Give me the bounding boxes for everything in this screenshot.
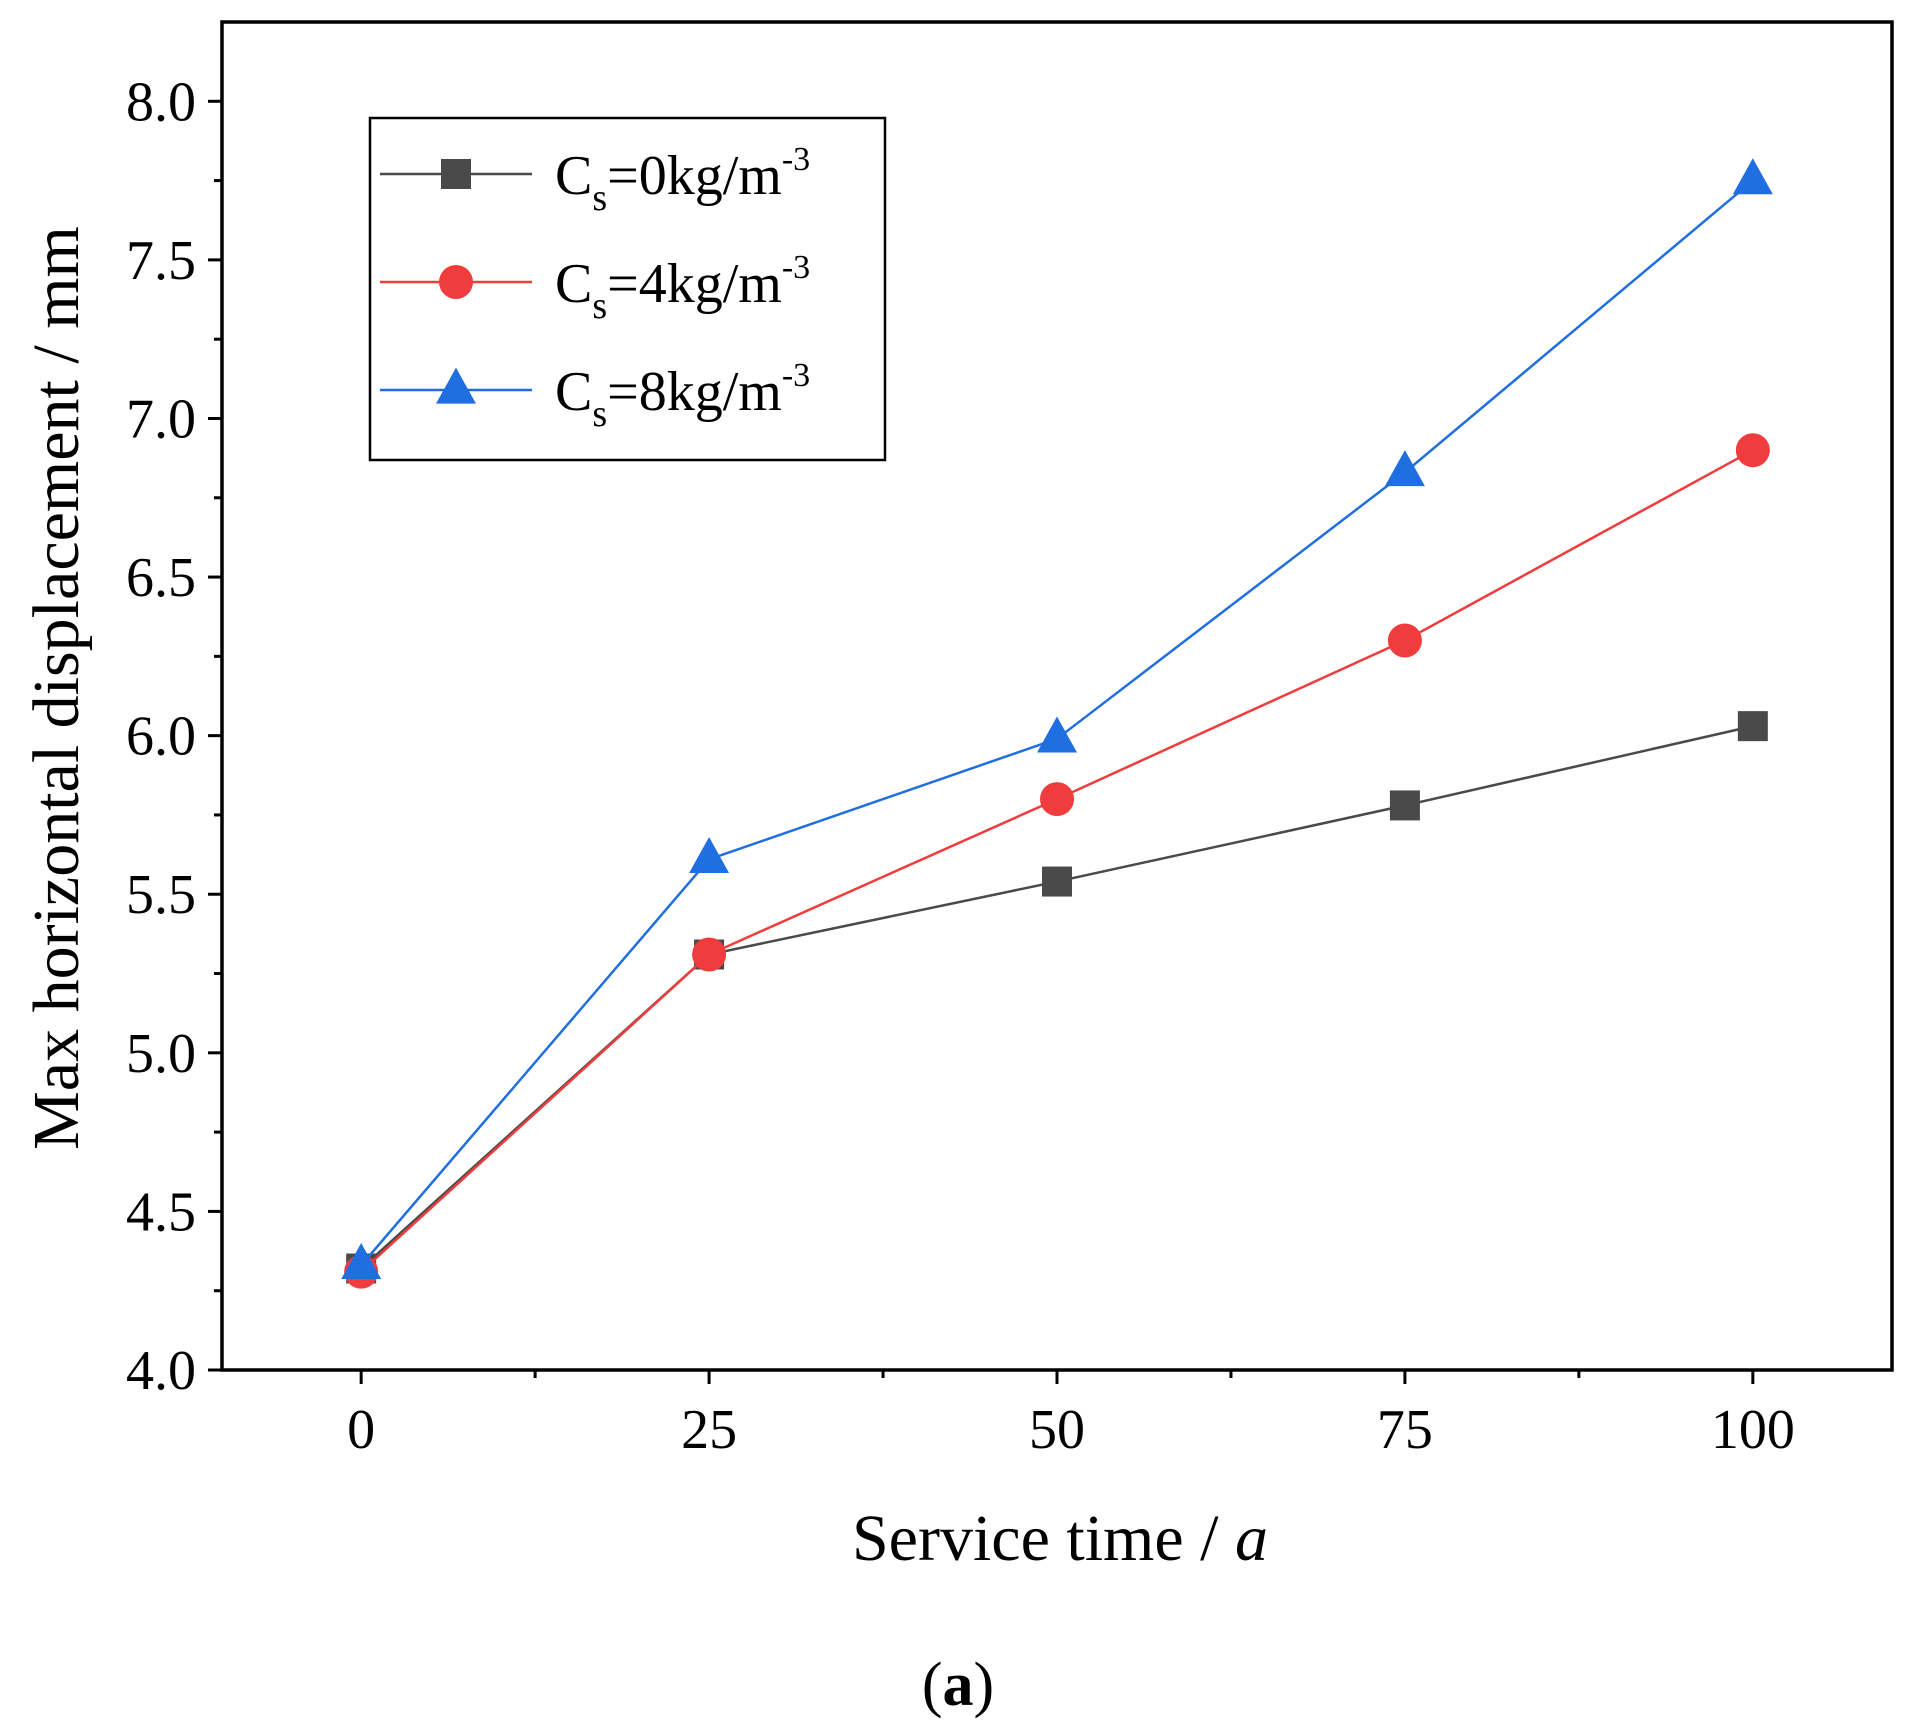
legend-marker (441, 159, 471, 189)
data-point (692, 937, 727, 972)
series-line (360, 449, 1754, 1273)
series-circle (344, 433, 1770, 1289)
data-point (1384, 450, 1425, 487)
legend-label-sub: s (592, 177, 607, 219)
legend-label-sup: -3 (782, 357, 810, 394)
legend-label: Cs=0kg/m-3 (555, 141, 810, 219)
y-tick-label: 7.0 (126, 388, 196, 450)
y-tick-label: 5.5 (126, 864, 196, 926)
data-point (1732, 158, 1773, 195)
legend-label-rest: =4kg/m (607, 253, 782, 315)
legend-label-sub: s (592, 285, 607, 327)
x-tick-label: 50 (1029, 1399, 1085, 1461)
legend-label: Cs=8kg/m-3 (555, 357, 810, 435)
y-axis-title: Max horizontal displacement / mm (20, 226, 93, 1150)
x-tick-label: 75 (1377, 1399, 1433, 1461)
data-point (341, 1243, 382, 1280)
data-point (1735, 433, 1770, 468)
caption-open: ( (922, 1651, 943, 1719)
legend-label-main: C (555, 361, 592, 423)
data-point (1387, 623, 1422, 658)
series-layer (341, 158, 1773, 1289)
data-point (1737, 711, 1768, 742)
legend-label-main: C (555, 145, 592, 207)
x-axis-title-main: Service time / (852, 1502, 1235, 1575)
data-point (1040, 782, 1074, 817)
figure-caption: (a) (922, 1651, 994, 1719)
legend-marker (436, 367, 476, 404)
y-tick-label: 4.5 (126, 1181, 196, 1243)
legend: Cs=0kg/m-3Cs=4kg/m-3Cs=8kg/m-3 (368, 116, 887, 462)
data-point (689, 837, 730, 874)
legend-marker (439, 265, 473, 299)
x-axis-title-italic: a (1235, 1502, 1268, 1575)
legend-label-sup: -3 (782, 141, 810, 178)
y-tick-label: 6.5 (126, 547, 196, 609)
x-tick-label: 100 (1711, 1399, 1795, 1461)
x-axis-title: Service time / a (852, 1502, 1268, 1575)
data-point (1042, 866, 1072, 897)
legend-label: Cs=4kg/m-3 (555, 249, 810, 327)
caption-close: ) (974, 1651, 995, 1719)
data-point (1037, 716, 1077, 753)
y-tick-label: 7.5 (126, 230, 196, 292)
y-tick-label: 6.0 (126, 706, 196, 768)
axes-layer: 4.0 4.5 5.0 5.5 6.0 6.5 7.0 7.5 8.0 0 25 50 75 100 (126, 20, 1894, 1461)
series-triangle (341, 158, 1773, 1280)
legend-label-rest: =8kg/m (607, 361, 782, 423)
x-tick-label: 0 (347, 1399, 375, 1461)
y-tick-label: 4.0 (126, 1340, 196, 1402)
caption-letter: a (943, 1651, 974, 1719)
legend-label-sub: s (592, 393, 607, 435)
y-tick-label: 8.0 (126, 71, 196, 133)
data-point (1389, 790, 1420, 821)
legend-label-rest: =0kg/m (607, 145, 782, 207)
y-tick-label: 5.0 (126, 1023, 196, 1085)
legend-label-sup: -3 (782, 249, 810, 286)
legend-label-main: C (555, 253, 592, 315)
x-tick-label: 25 (681, 1399, 737, 1461)
